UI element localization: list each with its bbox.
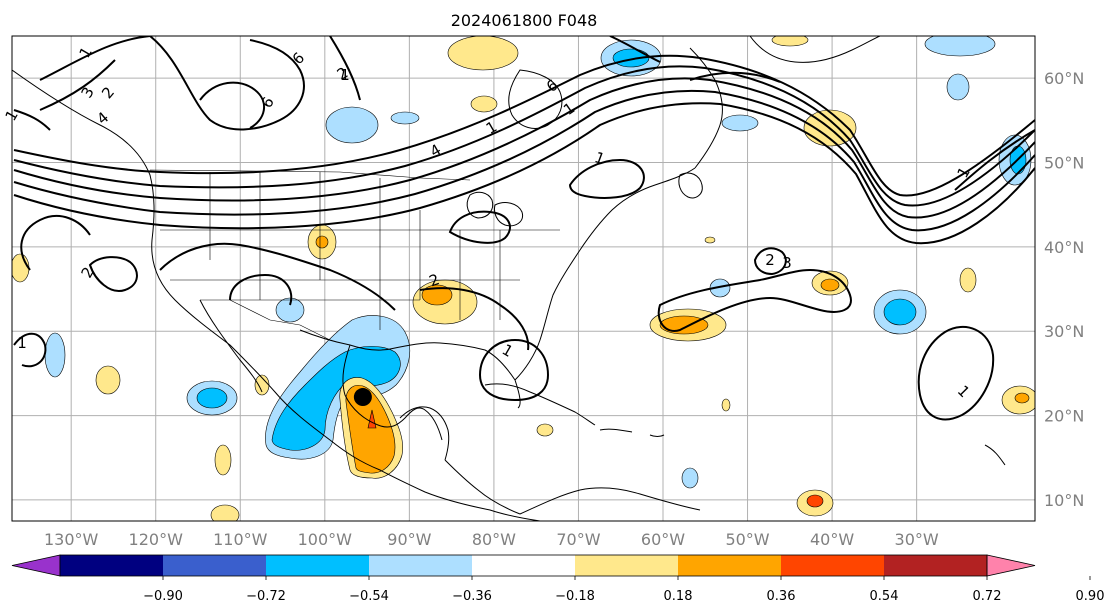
- map-title: 2024061800 F048: [451, 11, 598, 30]
- latitude-labels: 60°N 50°N 40°N 30°N 20°N 10°N: [1044, 69, 1084, 510]
- colorbar-bin: [884, 555, 988, 576]
- colorbar-extend-high: [986, 554, 1036, 577]
- lon-tick-label: 130°W: [44, 530, 99, 549]
- colorbar-bin: [472, 555, 576, 576]
- colorbar-bin: [678, 555, 782, 576]
- anomaly-pos-13: [470, 95, 498, 113]
- contour-label: 1: [17, 334, 27, 352]
- anomaly-pos-10: [214, 444, 232, 476]
- contour-label: 2: [765, 251, 775, 269]
- anomaly-blob-13: [390, 111, 420, 125]
- lon-tick-label: 110°W: [213, 530, 268, 549]
- contour-label: 3: [782, 254, 792, 272]
- colorbar-tick-label: 0.18: [664, 589, 693, 604]
- map-panel: [11, 35, 1036, 522]
- longitude-labels: 130°W 120°W 110°W 100°W 90°W 80°W 70°W 60°W 50°W…: [44, 530, 939, 549]
- anomaly-strong-positive-mexico: [345, 385, 396, 474]
- lat-tick-label: 30°N: [1044, 322, 1084, 341]
- lat-tick-label: 40°N: [1044, 238, 1084, 257]
- anomaly-pos-9: [95, 365, 121, 395]
- lon-tick-label: 50°W: [725, 530, 769, 549]
- anomaly-pos-7: [447, 36, 519, 71]
- colorbar-tick-label: 0.54: [870, 589, 899, 604]
- anomaly-blob-2: [275, 297, 305, 323]
- lon-tick-label: 60°W: [641, 530, 685, 549]
- contour-label: 1: [340, 66, 350, 84]
- contour-lines: [13, 36, 1035, 421]
- shaded-anomalies: [12, 36, 1035, 521]
- lat-tick-label: 10°N: [1044, 491, 1084, 510]
- colorbar: −0.90 −0.72 −0.54 −0.36 −0.18 0.18 0.36 0.54 0.7…: [11, 554, 1105, 604]
- colorbar-bin: [60, 555, 164, 576]
- colorbar-bin: [266, 555, 370, 576]
- colorbar-bin: [781, 555, 885, 576]
- anomaly-pos-19: [704, 236, 716, 244]
- lon-tick-label: 120°W: [129, 530, 184, 549]
- anomaly-strong-negative-gulf: [271, 346, 401, 451]
- colorbar-tick-label: −0.36: [452, 589, 492, 604]
- anomaly-blob-8: [946, 73, 970, 101]
- lon-tick-label: 70°W: [556, 530, 600, 549]
- lat-tick-label: 50°N: [1044, 154, 1084, 173]
- colorbar-tick-label: −0.72: [246, 589, 286, 604]
- anomaly-pos-11: [959, 267, 977, 293]
- anomaly-blob-5: [721, 114, 759, 132]
- colorbar-tick-label: −0.54: [349, 589, 389, 604]
- lat-tick-label: 60°N: [1044, 69, 1084, 88]
- colorbar-tick-label: −0.18: [555, 589, 595, 604]
- colorbar-bin: [575, 555, 679, 576]
- anomaly-pos-15: [536, 423, 554, 437]
- lon-tick-label: 30°W: [895, 530, 939, 549]
- lon-tick-label: 90°W: [387, 530, 431, 549]
- anomaly-pos-17: [771, 36, 809, 47]
- anomaly-blob-9: [924, 36, 996, 57]
- lon-tick-label: 100°W: [298, 530, 353, 549]
- colorbar-tick-label: 0.72: [973, 589, 1002, 604]
- colorbar-tick-label: 0.90: [1076, 589, 1105, 604]
- anomaly-pos-16: [210, 504, 240, 521]
- colorbar-tick-label: −0.90: [143, 589, 183, 604]
- coastlines: [12, 36, 1006, 521]
- colorbar-tick-label: 0.36: [767, 589, 796, 604]
- storm-center-marker: [353, 388, 372, 407]
- anomaly-pos-12: [12, 253, 30, 283]
- lon-tick-label: 40°W: [810, 530, 854, 549]
- anomaly-blob-3: [325, 106, 379, 144]
- colorbar-extend-low: [11, 554, 61, 577]
- colorbar-bin: [369, 555, 473, 576]
- anomaly-blob-10: [44, 332, 66, 378]
- anomaly-blob-12: [681, 467, 699, 489]
- lat-tick-label: 20°N: [1044, 407, 1084, 426]
- lon-tick-label: 80°W: [472, 530, 516, 549]
- colorbar-bin: [163, 555, 267, 576]
- anomaly-pos-18: [721, 398, 731, 412]
